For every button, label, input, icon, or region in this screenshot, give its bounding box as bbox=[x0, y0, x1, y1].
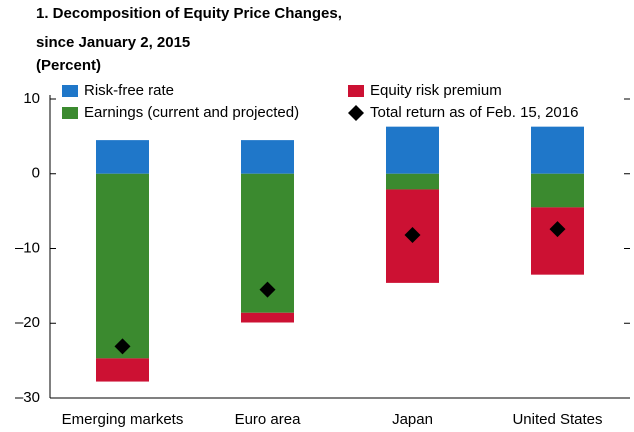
legend-marker bbox=[348, 105, 364, 121]
bar-segment bbox=[386, 173, 439, 190]
legend-label: Equity risk premium bbox=[370, 82, 502, 99]
total-return-marker bbox=[259, 281, 276, 298]
y-tick-label: 0 bbox=[32, 165, 40, 182]
y-tick-label: –10 bbox=[15, 239, 40, 256]
legend-label: Earnings (current and projected) bbox=[84, 104, 299, 121]
legend-swatch bbox=[62, 85, 78, 97]
legend-label: Risk-free rate bbox=[84, 82, 174, 99]
x-tick-label: United States bbox=[512, 411, 602, 428]
bar-segment bbox=[531, 173, 584, 208]
legend-swatch bbox=[348, 85, 364, 97]
bar-segment bbox=[531, 126, 584, 174]
y-tick-label: 10 bbox=[23, 90, 40, 107]
total-return-marker bbox=[114, 338, 131, 355]
legend-label: Total return as of Feb. 15, 2016 bbox=[370, 104, 578, 121]
bar-segment bbox=[96, 358, 149, 382]
bar-segment bbox=[241, 140, 294, 174]
bar-segment bbox=[241, 312, 294, 323]
x-tick-label: Euro area bbox=[235, 411, 302, 428]
y-tick-label: –30 bbox=[15, 389, 40, 406]
legend-swatch bbox=[62, 107, 78, 119]
bar-segment bbox=[96, 140, 149, 174]
chart-subtitle: since January 2, 2015 bbox=[36, 34, 190, 51]
bar-segment bbox=[96, 173, 149, 359]
x-tick-label: Japan bbox=[392, 411, 433, 428]
unit-label: (Percent) bbox=[36, 57, 101, 74]
bar-segment bbox=[531, 207, 584, 275]
total-return-marker bbox=[549, 221, 566, 238]
y-tick-label: –20 bbox=[15, 314, 40, 331]
total-return-marker bbox=[404, 227, 421, 244]
x-tick-label: Emerging markets bbox=[62, 411, 184, 428]
chart-title: 1. Decomposition of Equity Price Changes… bbox=[36, 5, 342, 22]
bar-segment bbox=[386, 126, 439, 174]
